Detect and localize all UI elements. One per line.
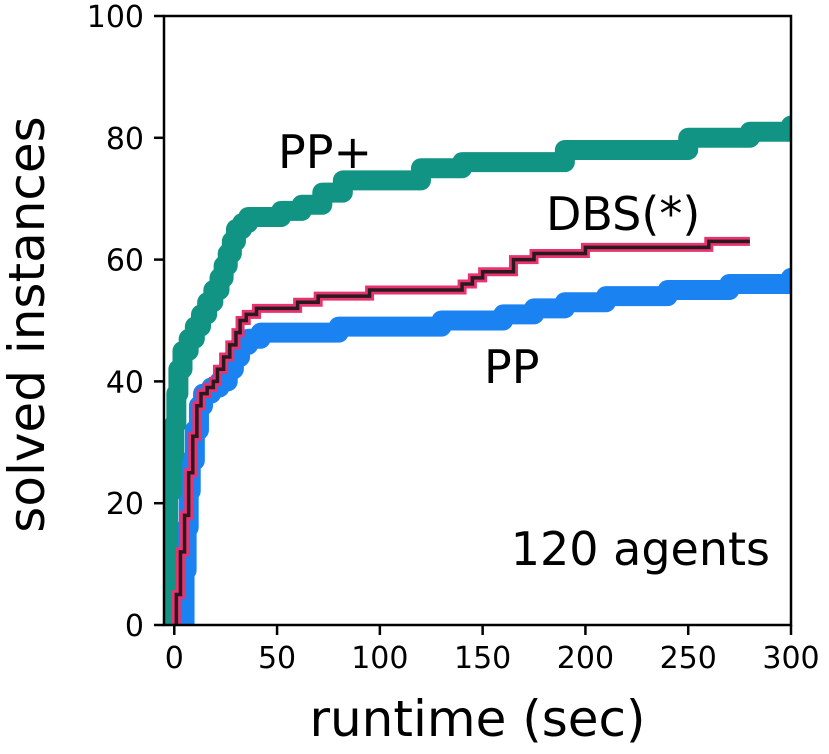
y-tick-label: 0 xyxy=(125,609,144,644)
x-tick-label: 0 xyxy=(165,641,184,676)
series-label-pp: PP xyxy=(484,340,539,394)
x-axis-ticks: 0 50 100 150 200 250 300 xyxy=(165,625,820,676)
y-tick-label: 60 xyxy=(106,244,144,279)
x-tick-label: 150 xyxy=(454,641,511,676)
y-tick-label: 100 xyxy=(87,0,144,35)
series-label-pp-plus: PP+ xyxy=(278,125,372,179)
y-tick-label: 80 xyxy=(106,122,144,157)
series-layer xyxy=(164,115,791,625)
y-tick-label: 40 xyxy=(106,365,144,400)
y-axis-label: solved instances xyxy=(0,116,56,532)
x-tick-label: 250 xyxy=(660,641,717,676)
series-line-dbs xyxy=(174,239,750,625)
agents-annotation: 120 agents xyxy=(511,522,770,576)
x-tick-label: 100 xyxy=(351,641,408,676)
x-axis-label: runtime (sec) xyxy=(309,690,645,748)
series-lines xyxy=(164,115,791,625)
y-tick-label: 20 xyxy=(106,487,144,522)
x-tick-label: 200 xyxy=(557,641,614,676)
series-line-pp-plus xyxy=(164,115,791,625)
series-label-dbs: DBS(*) xyxy=(546,187,700,241)
plot-frame xyxy=(162,14,793,627)
x-tick-label: 300 xyxy=(762,641,819,676)
x-tick-label: 50 xyxy=(258,641,296,676)
y-axis-ticks: 0 20 40 60 80 100 xyxy=(87,0,164,644)
